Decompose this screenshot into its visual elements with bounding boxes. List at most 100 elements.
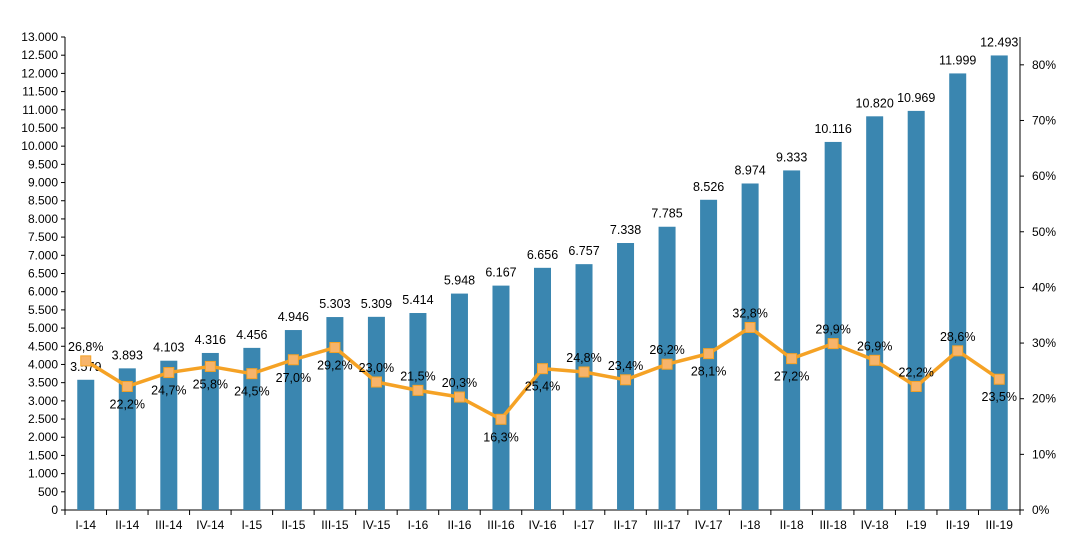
- left-axis-tick-label: 6.500: [28, 267, 58, 281]
- bar: [77, 379, 95, 510]
- bar-value-label: 6.757: [568, 244, 599, 258]
- bar-value-label: 3.893: [112, 348, 143, 362]
- line-value-label: 27,0%: [276, 371, 311, 385]
- x-axis-tick-label: IV-14: [196, 518, 224, 532]
- line-point: [80, 355, 92, 367]
- bar-value-label: 4.103: [153, 341, 184, 355]
- line-value-label: 29,2%: [317, 359, 352, 373]
- left-axis-tick-label: 6.000: [28, 285, 58, 299]
- x-axis-tick-label: IV-17: [695, 518, 723, 532]
- left-axis-tick-label: 4.000: [28, 357, 58, 371]
- line-point: [703, 348, 715, 360]
- bar: [534, 267, 551, 510]
- bar-value-label: 5.414: [402, 293, 433, 307]
- line-point: [661, 358, 673, 370]
- line-point: [370, 376, 382, 388]
- x-axis-tick-label: III-16: [487, 518, 515, 532]
- right-axis-tick-label: 80%: [1032, 58, 1056, 72]
- bar-value-label: 5.303: [319, 297, 350, 311]
- bar-value-label: 8.974: [734, 163, 765, 177]
- bar-value-label: 4.316: [195, 333, 226, 347]
- line-point: [827, 338, 839, 350]
- line-value-label: 25,8%: [193, 377, 228, 391]
- line-point: [204, 360, 216, 372]
- line-value-label: 28,1%: [691, 365, 726, 379]
- line-point: [620, 374, 632, 386]
- bar: [949, 73, 967, 511]
- bar-value-label: 4.456: [236, 328, 267, 342]
- line-value-label: 26,9%: [857, 339, 892, 353]
- left-axis: 0 500 1.000 1.500 2.000 2.500 3.000 3.500 4.000 4…: [21, 30, 66, 517]
- line-point: [537, 363, 548, 375]
- x-axis-tick-label: IV-18: [861, 518, 889, 532]
- line-value-label: 23,0%: [359, 361, 394, 375]
- bar: [907, 110, 925, 510]
- left-axis-tick-label: 11.000: [22, 103, 58, 117]
- x-axis-tick-label: III-18: [819, 518, 847, 532]
- x-axis-tick-label: III-17: [653, 518, 681, 532]
- left-axis-tick-label: 4.500: [28, 339, 58, 353]
- bar-value-label: 5.948: [444, 274, 475, 288]
- right-axis-tick-label: 10%: [1032, 447, 1056, 461]
- right-axis-tick-label: 0%: [1032, 503, 1050, 517]
- left-axis-tick-label: 5.000: [28, 321, 58, 335]
- x-axis-tick-label: I-15: [242, 518, 263, 532]
- line-value-label: 24,7%: [151, 384, 186, 398]
- bar: [741, 183, 759, 510]
- left-axis-tick-label: 9.500: [28, 157, 58, 171]
- line-point: [163, 367, 175, 379]
- left-axis-tick-label: 5.500: [28, 303, 58, 317]
- bar-value-label: 7.785: [651, 207, 682, 221]
- bar: [824, 141, 842, 510]
- right-axis-tick-label: 40%: [1032, 280, 1056, 294]
- line-value-label: 26,2%: [649, 343, 684, 357]
- bar: [284, 330, 302, 510]
- right-axis-tick-label: 50%: [1032, 225, 1056, 239]
- line-point: [993, 373, 1005, 385]
- bar-value-label: 9.333: [776, 150, 807, 164]
- line-value-label: 16,3%: [483, 430, 518, 444]
- bar: [990, 55, 1008, 511]
- left-axis-tick-label: 8.500: [28, 194, 58, 208]
- bar-value-label: 12.493: [980, 35, 1018, 49]
- x-axis-tick-label: II-17: [614, 518, 638, 532]
- line-value-label: 24,8%: [566, 351, 601, 365]
- bar-value-label: 3.579: [70, 360, 101, 374]
- right-axis-tick-label: 60%: [1032, 169, 1056, 183]
- x-axis-tick-label: II-14: [115, 518, 139, 532]
- x-axis: I-14 II-14 III-14 IV-14 I-15 II-15 III-15 IV-15…: [64, 509, 1021, 532]
- x-axis-tick-label: II-18: [780, 518, 804, 532]
- x-axis-tick-label: IV-16: [528, 518, 556, 532]
- left-axis-tick-label: 10.500: [21, 121, 58, 135]
- left-axis-tick-label: 2.500: [28, 412, 58, 426]
- line-point: [287, 354, 299, 366]
- right-axis: 0% 10% 20% 30% 40% 50% 60% 70% 80%: [1019, 37, 1056, 517]
- bar: [201, 352, 219, 510]
- line-value-label: 28,6%: [940, 330, 975, 344]
- x-axis-tick-label: I-16: [408, 518, 429, 532]
- bar-value-label: 7.338: [610, 223, 641, 237]
- bar-value-label: 10.116: [814, 122, 851, 136]
- line-point: [453, 391, 465, 403]
- line-value-label: 22,2%: [898, 365, 933, 379]
- bar-value-label: 11.999: [939, 53, 976, 67]
- line-value-label: 32,8%: [732, 306, 767, 320]
- left-axis-tick-label: 2.000: [28, 430, 58, 444]
- line-value-label: 21,5%: [400, 369, 435, 383]
- bar: [866, 116, 884, 511]
- bar: [492, 285, 510, 510]
- x-axis-tick-label: I-18: [740, 518, 761, 532]
- bar: [243, 347, 261, 510]
- left-axis-tick-label: 12.500: [21, 48, 58, 62]
- line-point: [329, 342, 341, 354]
- bar: [409, 313, 427, 510]
- x-axis-tick-label: III-14: [155, 518, 183, 532]
- bar-value-label: 6.656: [527, 248, 558, 262]
- line-point: [869, 354, 881, 366]
- x-axis-tick-label: III-15: [321, 518, 349, 532]
- line-value-label: 23,5%: [982, 390, 1017, 404]
- bar-value-label: 8.526: [693, 180, 724, 194]
- x-axis-tick-label: I-19: [906, 518, 927, 532]
- left-axis-tick-label: 1.000: [28, 467, 58, 481]
- right-axis-tick-label: 30%: [1032, 336, 1056, 350]
